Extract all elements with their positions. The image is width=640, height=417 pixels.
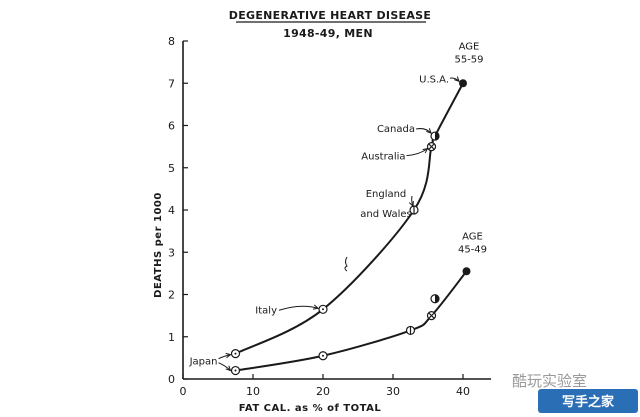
point-arrow-australia <box>406 148 428 157</box>
x-tick-label: 0 <box>180 385 187 398</box>
series-1-point-half <box>435 132 439 141</box>
series-2-point-x2 <box>428 312 435 319</box>
series-1-point-center <box>234 352 237 355</box>
point-label-england: England <box>366 189 407 200</box>
y-tick-label: 2 <box>168 289 175 302</box>
x-tick-label: 10 <box>246 385 260 398</box>
series-2-point <box>318 351 328 361</box>
series-1-point <box>426 142 437 152</box>
y-tick-label: 0 <box>168 373 175 386</box>
series-2-point <box>426 311 437 321</box>
x-axis-label: FAT CAL. as % of TOTAL <box>239 403 382 414</box>
series-1-point <box>318 304 328 314</box>
series-1-point-dot <box>459 79 467 88</box>
y-tick-label: 5 <box>168 162 175 175</box>
y-tick-label: 3 <box>168 246 175 259</box>
y-tick-label: 7 <box>168 77 175 90</box>
point-label-canada: Canada <box>377 124 415 135</box>
series-name-label: AGE <box>462 231 483 242</box>
series-2-point <box>430 294 440 304</box>
point-arrow-australia-head <box>422 147 429 154</box>
watermark-badge-text: 写手之家 <box>562 394 615 410</box>
point-arrow-italy-head <box>312 304 320 310</box>
series-1-point <box>230 349 241 359</box>
y-axis-label: DEATHS per 1000 <box>153 192 164 298</box>
watermark-text: 酷玩实验室 <box>512 372 587 390</box>
series-2-point <box>405 325 416 336</box>
point-label-italy: Italy <box>255 305 277 316</box>
point-arrow-italy <box>278 305 319 311</box>
series-1-point <box>430 131 440 141</box>
point-label-australia: Australia <box>361 152 405 163</box>
point-arrow-japan-lower-head <box>225 365 232 372</box>
series-1-point <box>459 79 467 88</box>
y-tick-label: 8 <box>168 35 175 48</box>
curves <box>235 82 468 372</box>
series-2-point-half <box>435 294 439 303</box>
series-name-label: 45-49 <box>458 244 487 255</box>
series-name-label: AGE <box>459 41 480 52</box>
point-arrow-canada <box>415 128 432 134</box>
series-name-label: 55-59 <box>454 54 483 65</box>
brace-mark <box>344 256 348 272</box>
series-2-point-center <box>322 354 324 357</box>
chart-subtitle: 1948-49, MEN <box>283 27 373 40</box>
y-tick-label: 4 <box>168 204 175 217</box>
series-1-point <box>409 205 419 215</box>
point-label-japan: Japan <box>189 357 218 368</box>
point-arrow-japan-upper-head <box>225 352 232 359</box>
point-arrow-japan-upper <box>218 354 231 360</box>
y-tick-label: 1 <box>168 331 175 344</box>
chart-title: DEGENERATIVE HEART DISEASE <box>229 9 431 22</box>
series-2-point-dot <box>462 267 471 276</box>
point-arrow-england-head <box>408 200 414 208</box>
watermark-badge <box>538 389 638 413</box>
markers <box>230 79 471 376</box>
axes: 0 1 2 3 4 5 6 7 8 0 10 20 30 40 <box>168 35 491 398</box>
series-1-point-x2 <box>428 143 435 150</box>
point-label-usa: U.S.A. <box>419 74 449 85</box>
series-2-point <box>462 267 471 276</box>
point-label-wales: and Wales <box>360 209 412 220</box>
point-arrow-canada-head <box>426 128 432 134</box>
x-tick-label: 30 <box>386 385 400 398</box>
labels: AGE 55-59 AGE 45-49 U.S.A. Canada Australia Eng… <box>189 41 487 372</box>
series-1-point-center <box>322 308 324 311</box>
y-tick-label: 6 <box>168 120 175 133</box>
watermark: 酷玩实验室 写手之家 <box>512 372 638 413</box>
x-tick-label: 20 <box>316 385 330 398</box>
series-2-point <box>230 365 241 376</box>
point-arrow-usa-head <box>454 76 460 83</box>
series-curve-2 <box>235 270 468 372</box>
series-2-point-center <box>234 369 237 372</box>
x-tick-label: 40 <box>456 385 470 398</box>
